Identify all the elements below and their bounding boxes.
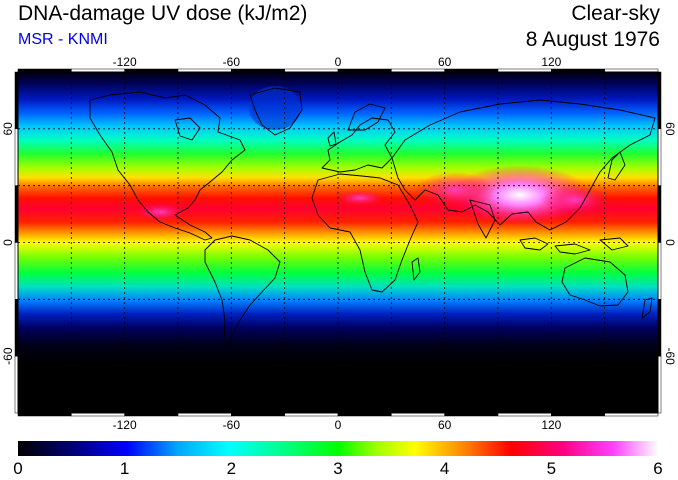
coastline-new-zealand xyxy=(641,297,653,319)
latitude-label-left: 60 xyxy=(1,122,15,136)
coastlines xyxy=(18,87,658,399)
coastline-north-america xyxy=(89,91,246,241)
sky-condition-label: Clear-sky xyxy=(571,2,660,25)
middle-east-hotspot xyxy=(415,172,495,208)
latitude-labels-right: 60 0 -60 xyxy=(663,122,677,365)
colorbar-label: 6 xyxy=(653,459,662,478)
map-title: DNA-damage UV dose (kJ/m2) xyxy=(18,2,308,25)
map-border xyxy=(17,71,659,414)
longitude-label-bottom: 120 xyxy=(541,418,561,432)
colorbar-tick-labels: 0 1 2 3 4 5 6 xyxy=(13,459,662,478)
map-frame xyxy=(14,68,662,417)
latitude-label-right: 0 xyxy=(663,239,677,246)
coastline-asia xyxy=(391,99,656,231)
coastline-south-america xyxy=(204,235,281,346)
latitude-label-right: -60 xyxy=(663,347,677,365)
latitude-label-right: 60 xyxy=(663,122,677,136)
coastline-antarctica xyxy=(18,389,658,399)
mexico-hotspot xyxy=(135,203,185,221)
longitude-label-top: -60 xyxy=(223,55,241,69)
longitude-label-top: -120 xyxy=(113,55,137,69)
coastline-britain xyxy=(327,131,337,147)
longitude-label-top: 120 xyxy=(541,55,561,69)
coastline-madagascar xyxy=(411,257,421,281)
graticule xyxy=(18,72,658,413)
colorbar-label: 3 xyxy=(333,459,342,478)
colorbar-label: 0 xyxy=(13,459,22,478)
colorbar xyxy=(18,441,658,456)
longitude-labels-bottom: -120 -60 0 60 120 xyxy=(113,418,562,432)
colorbar-label: 1 xyxy=(120,459,129,478)
coastline-africa xyxy=(311,173,419,293)
coastline-hudson-bay xyxy=(174,117,201,141)
coastline-india xyxy=(469,199,496,239)
latitude-labels-left: 60 0 -60 xyxy=(1,122,15,365)
latitude-label-left: 0 xyxy=(1,239,15,246)
source-label: MSR - KNMI xyxy=(18,31,108,48)
longitude-label-bottom: -120 xyxy=(113,418,137,432)
greenland-shade xyxy=(249,86,301,130)
colorbar-label: 2 xyxy=(227,459,236,478)
date-label: 8 August 1976 xyxy=(525,28,660,51)
longitude-label-bottom: 60 xyxy=(438,418,452,432)
longitude-label-bottom: -60 xyxy=(223,418,241,432)
coastline-scandinavia xyxy=(347,103,386,131)
coastline-australia xyxy=(561,257,629,307)
longitude-label-top: 60 xyxy=(438,55,452,69)
longitude-label-top: 0 xyxy=(335,55,342,69)
coastline-europe xyxy=(321,117,396,173)
coastline-greenland xyxy=(249,87,303,136)
china-hotspot xyxy=(540,185,610,215)
coastline-japan xyxy=(607,151,626,181)
sahara-hotspot xyxy=(335,190,385,206)
colorbar-label: 4 xyxy=(440,459,449,478)
coastline-indonesia xyxy=(519,237,629,255)
latitude-label-left: -60 xyxy=(1,347,15,365)
colorbar-label: 5 xyxy=(547,459,556,478)
longitude-label-bottom: 0 xyxy=(335,418,342,432)
longitude-labels-top: -120 -60 0 60 120 xyxy=(113,55,562,69)
